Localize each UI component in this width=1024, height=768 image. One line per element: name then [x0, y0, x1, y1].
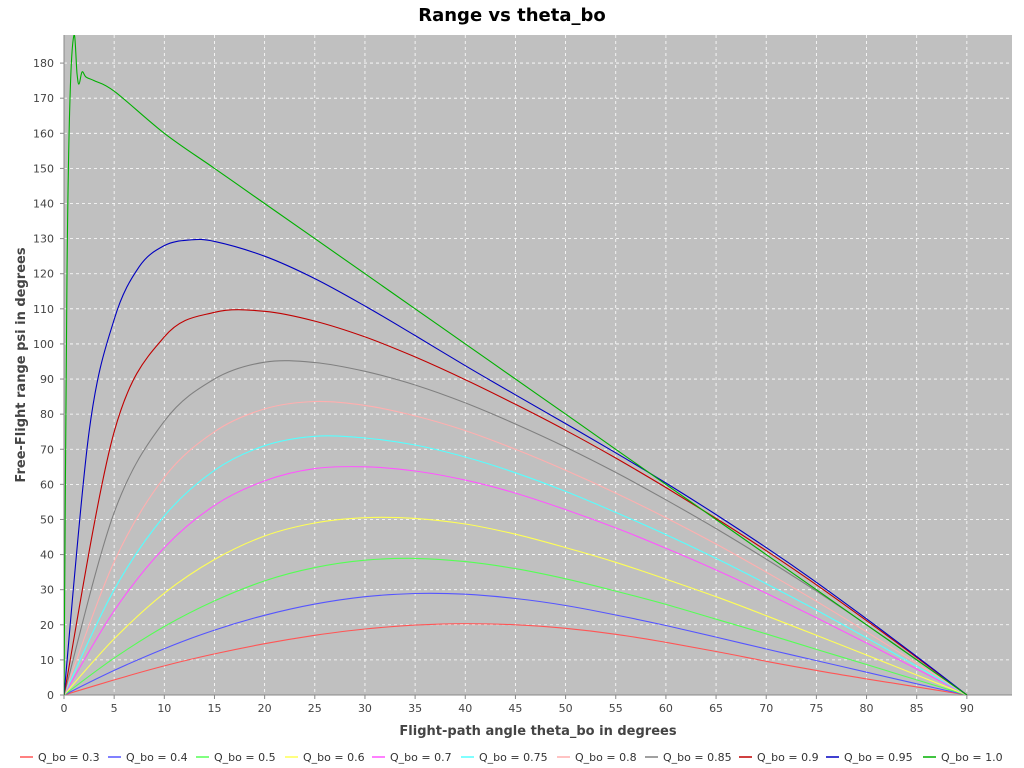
y-tick-label: 160	[33, 127, 54, 140]
legend-label: Q_bo = 0.6	[303, 751, 365, 764]
x-tick-label: 10	[157, 702, 171, 715]
chart-title: Range vs theta_bo	[418, 5, 606, 26]
y-axis-label: Free-Flight range psi in degrees	[14, 247, 29, 482]
x-tick-label: 90	[960, 702, 974, 715]
x-tick-label: 60	[659, 702, 673, 715]
series-line-4	[64, 466, 968, 695]
x-tick-label: 25	[308, 702, 322, 715]
y-tick-label: 30	[40, 584, 54, 597]
series-line-8	[64, 309, 968, 695]
series-line-5	[64, 435, 968, 695]
x-tick-label: 40	[458, 702, 472, 715]
x-axis-label: Flight-path angle theta_bo in degrees	[399, 724, 676, 739]
y-tick-label: 20	[40, 619, 54, 632]
x-tick-label: 35	[408, 702, 422, 715]
series-line-3	[64, 516, 968, 695]
series-line-0	[64, 623, 967, 695]
y-tick-label: 90	[40, 373, 54, 386]
y-tick-label: 70	[40, 443, 54, 456]
series-line-2	[64, 557, 968, 695]
y-tick-label: 40	[40, 549, 54, 562]
series-line-1	[64, 592, 968, 695]
legend-label: Q_bo = 1.0	[941, 751, 1003, 764]
y-tick-label: 110	[33, 303, 54, 316]
x-tick-label: 75	[809, 702, 823, 715]
x-tick-label: 20	[258, 702, 272, 715]
legend-label: Q_bo = 0.5	[214, 751, 276, 764]
x-tick-label: 15	[207, 702, 221, 715]
y-tick-label: 10	[40, 654, 54, 667]
plot-area	[64, 35, 1012, 695]
x-tick-label: 45	[508, 702, 522, 715]
series-lines	[64, 35, 968, 695]
grid	[63, 35, 1012, 696]
x-tick-label: 30	[358, 702, 372, 715]
x-tick-label: 5	[111, 702, 118, 715]
legend-label: Q_bo = 0.8	[575, 751, 637, 764]
y-tick-label: 100	[33, 338, 54, 351]
series-line-6	[64, 400, 968, 695]
y-tick-label: 0	[47, 689, 54, 702]
x-tick-label: 65	[709, 702, 723, 715]
axes: 0 5 10 15 20 25 30 35 40 45 50 55 60 65 70 75 80 85 90 0 10 2…	[33, 35, 1012, 715]
x-tick-label: 50	[559, 702, 573, 715]
legend-label: Q_bo = 0.85	[663, 751, 732, 764]
legend-label: Q_bo = 0.4	[126, 751, 188, 764]
x-tick-label: 70	[759, 702, 773, 715]
y-tick-label: 60	[40, 478, 54, 491]
y-tick-label: 120	[33, 268, 54, 281]
y-tick-label: 180	[33, 57, 54, 70]
legend-label: Q_bo = 0.9	[757, 751, 819, 764]
y-tick-label: 150	[33, 162, 54, 175]
legend-label: Q_bo = 0.95	[844, 751, 913, 764]
y-tick-label: 140	[33, 198, 54, 211]
legend-label: Q_bo = 0.7	[390, 751, 452, 764]
x-tick-label: 0	[61, 702, 68, 715]
legend-label: Q_bo = 0.3	[38, 751, 100, 764]
y-tick-label: 80	[40, 408, 54, 421]
legend-label: Q_bo = 0.75	[479, 751, 548, 764]
series-line-9	[64, 238, 968, 695]
y-tick-label: 170	[33, 92, 54, 105]
series-line-7	[64, 360, 968, 695]
x-tick-label: 55	[609, 702, 623, 715]
x-tick-label: 80	[860, 702, 874, 715]
x-tick-label: 85	[910, 702, 924, 715]
y-tick-label: 50	[40, 513, 54, 526]
series-line-10	[64, 35, 968, 695]
legend: Q_bo = 0.3 Q_bo = 0.4 Q_bo = 0.5 Q_bo = 0.6…	[20, 751, 1003, 764]
y-tick-label: 130	[33, 233, 54, 246]
